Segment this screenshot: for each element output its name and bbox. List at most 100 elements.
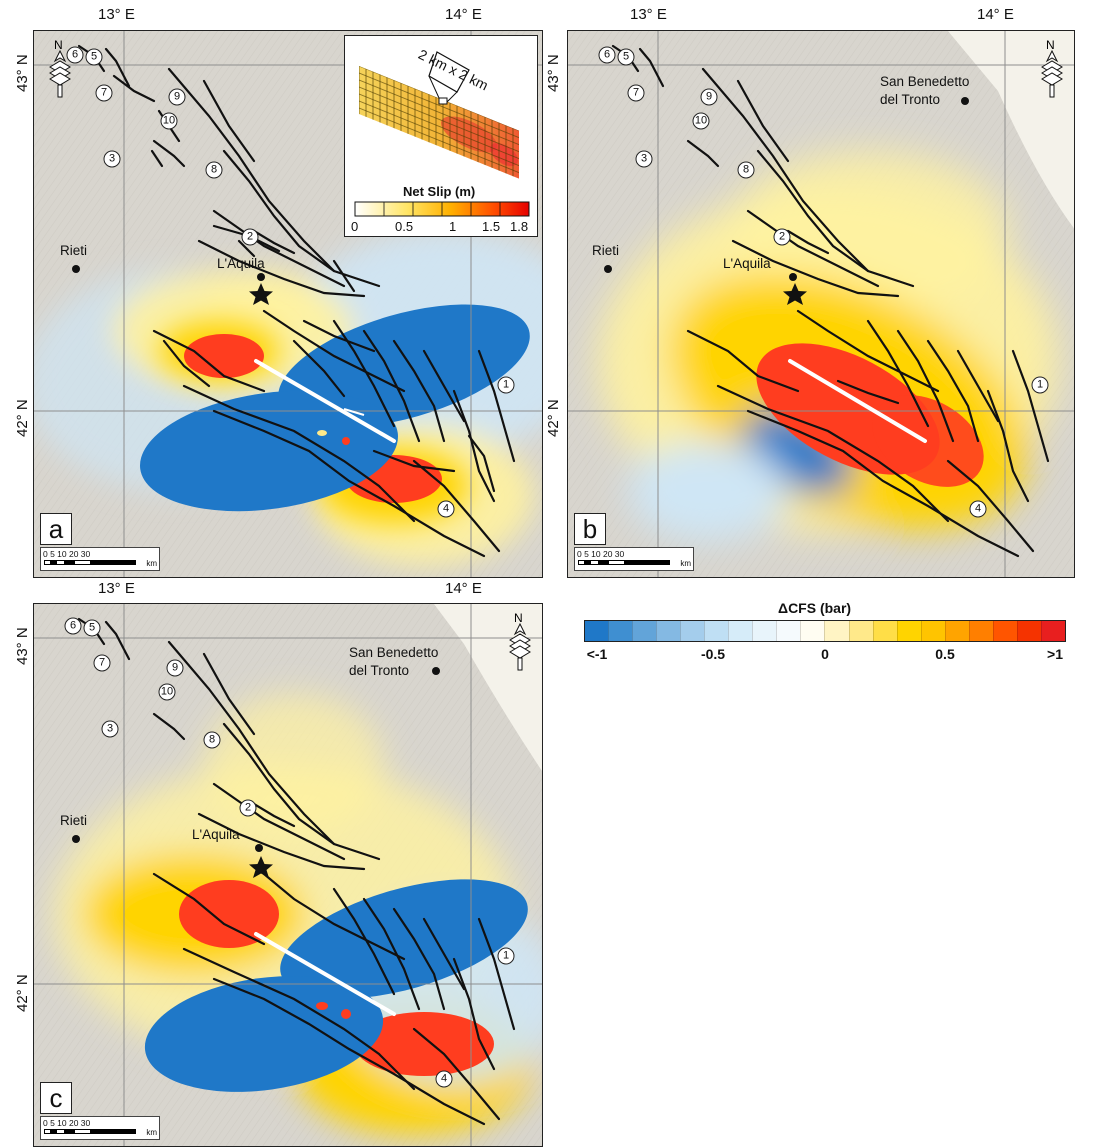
rieti-label: Rieti [60,243,88,258]
lat-42-label-b: 42° N [545,399,562,437]
lon-13-label-a: 13° E [98,6,135,23]
scale-bar-ticks: 0 5 10 20 30 [43,549,91,559]
laquila-marker [255,844,263,852]
cfs-colorbar-swatch [1040,621,1065,641]
laquila-label: L'Aquila [217,256,265,271]
laquila-marker [257,273,265,281]
lon-13-label-c: 13° E [98,580,135,597]
fault-8-marker: 8 [205,161,223,179]
panel-b-map-graphic [568,31,1074,577]
fault-10-marker: 10 [692,112,710,130]
cfs-colorbar-swatch [656,621,681,641]
cfs-tick-min: <-1 [586,646,608,662]
panel-c-map-graphic [34,604,542,1146]
cfs-legend-title: ΔCFS (bar) [778,600,852,616]
cfs-tick-half: 0.5 [935,646,955,662]
fault-3-marker: 3 [103,150,121,168]
cfs-colorbar-swatch [824,621,849,641]
net-slip-inset: 2 km x 2 km Net Slip (m) 0 0.5 1 1.5 1.8 [344,35,538,237]
slip-tick-1: 1 [449,219,457,234]
scale-bar-unit: km [146,1128,157,1137]
fault-1-marker: 1 [497,376,515,394]
north-arrow-icon: N [1040,37,1064,106]
cfs-colorbar-swatch [752,621,777,641]
fault-6-marker: 6 [64,617,82,635]
cfs-colorbar-swatch [728,621,753,641]
fault-5-marker: 5 [85,48,103,66]
fault-8-marker: 8 [737,161,755,179]
lat-43-label-b: 43° N [545,54,562,92]
lat-42-label-a: 42° N [14,399,31,437]
cfs-colorbar-swatch [704,621,729,641]
map-panel-a: 2 km x 2 km Net Slip (m) 0 0.5 1 1.5 1.8… [33,30,543,578]
sbt-marker [961,97,969,105]
fault-3-marker: 3 [101,720,119,738]
fault-6-marker: 6 [66,46,84,64]
cfs-colorbar-swatch [800,621,825,641]
sbt-label-line1: San Benedetto [349,645,439,660]
fault-2-marker: 2 [773,228,791,246]
panel-label-c: c [40,1082,72,1114]
fault-1-marker: 1 [1031,376,1049,394]
fault-2-marker: 2 [239,799,257,817]
map-panel-c: N San Benedetto del Tronto Rieti L'Aquil… [33,603,543,1147]
fault-4-marker: 4 [437,500,455,518]
cfs-colorbar-swatch [920,621,945,641]
fault-4-marker: 4 [435,1070,453,1088]
fault-10-marker: 10 [158,683,176,701]
laquila-label: L'Aquila [723,256,771,271]
fault-4-marker: 4 [969,500,987,518]
lon-14-label-b: 14° E [977,6,1014,23]
lon-14-label-c: 14° E [445,580,482,597]
fault-7-marker: 7 [93,654,111,672]
map-panel-b: N San Benedetto del Tronto Rieti L'Aquil… [567,30,1075,578]
cfs-colorbar-swatch [944,621,969,641]
slip-tick-0.5: 0.5 [395,219,414,234]
slip-tick-0: 0 [351,219,359,234]
cfs-colorbar-swatch [848,621,873,641]
svg-text:N: N [514,611,523,625]
cfs-colorbar-swatch [1016,621,1041,641]
lon-13-label-b: 13° E [630,6,667,23]
sbt-label-line2: del Tronto [880,92,941,107]
sbt-marker [432,667,440,675]
slip-model-graphic [354,51,530,217]
net-slip-title: Net Slip (m) [403,184,476,199]
scale-bar-ticks: 0 5 10 20 30 [577,549,625,559]
cfs-colorbar [584,620,1066,642]
rieti-marker [72,835,80,843]
rieti-marker [72,265,80,273]
lat-43-label-a: 43° N [14,54,31,92]
fault-5-marker: 5 [83,619,101,637]
fault-7-marker: 7 [627,84,645,102]
panel-label-a: a [40,513,72,545]
fault-9-marker: 9 [168,88,186,106]
fault-9-marker: 9 [700,88,718,106]
rieti-label: Rieti [60,813,88,828]
fault-8-marker: 8 [203,731,221,749]
scale-bar-a: 0 5 10 20 30 km [40,547,160,571]
svg-text:N: N [54,38,63,52]
laquila-label: L'Aquila [192,827,240,842]
cfs-colorbar-swatch [776,621,801,641]
scale-bar-b: 0 5 10 20 30 km [574,547,694,571]
scale-bar-c: 0 5 10 20 30 km [40,1116,160,1140]
fault-9-marker: 9 [166,659,184,677]
cfs-colorbar-swatch [896,621,921,641]
cfs-colorbar-swatch [680,621,705,641]
slip-tick-1.8: 1.8 [510,219,529,234]
cfs-colorbar-swatch [585,621,609,641]
svg-text:N: N [1046,38,1055,52]
north-arrow-icon: N [508,610,532,679]
cfs-colorbar-swatch [968,621,993,641]
lat-42-label-c: 42° N [14,974,31,1012]
fault-6-marker: 6 [598,46,616,64]
rieti-marker [604,265,612,273]
fault-7-marker: 7 [95,84,113,102]
cfs-colorbar-swatch [992,621,1017,641]
slip-tick-1.5: 1.5 [482,219,501,234]
fault-3-marker: 3 [635,150,653,168]
cfs-tick-neg-half: -0.5 [700,646,726,662]
fault-2-marker: 2 [241,228,259,246]
sbt-label-line1: San Benedetto [880,74,970,89]
